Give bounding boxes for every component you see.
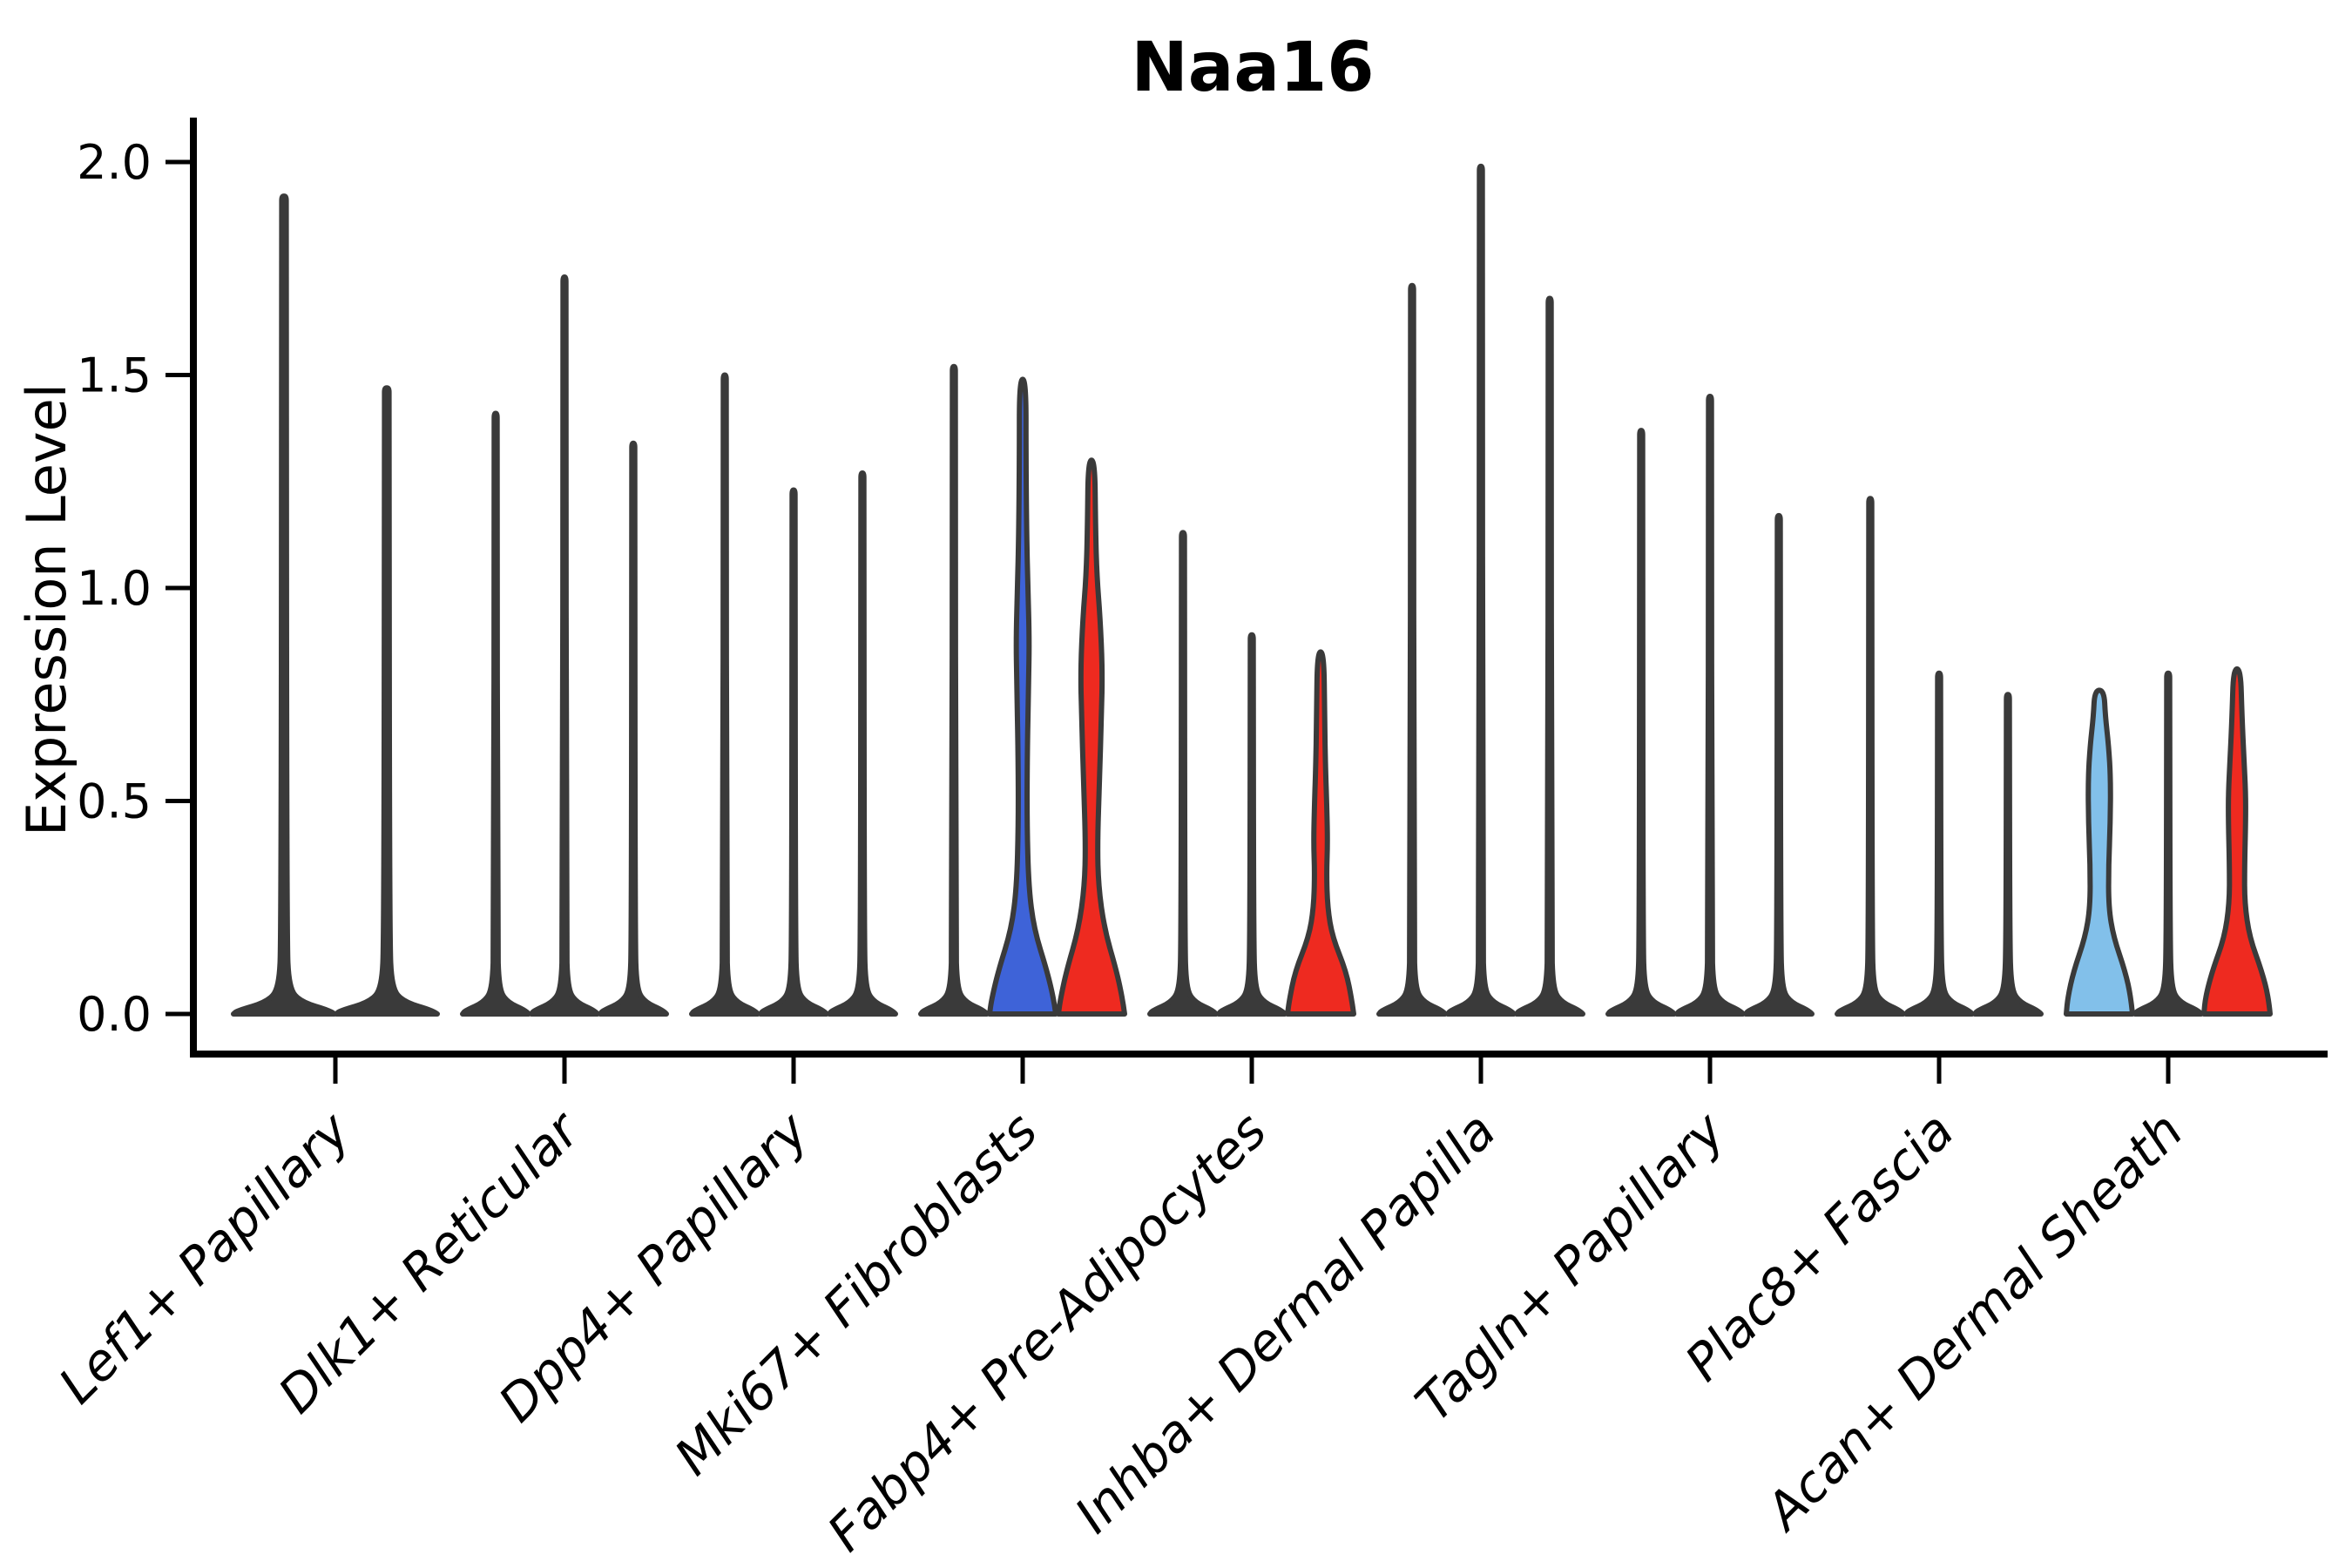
violin-8-1 [2132, 670, 2204, 1017]
x-tick-label-8: Acan+ Dermal Sheath [1752, 1101, 2194, 1544]
violin-4-1 [1216, 632, 1288, 1017]
violin-0-1 [334, 385, 440, 1017]
violin-3-0 [918, 363, 990, 1017]
violin-2-2 [827, 470, 898, 1017]
violin-6-0 [1605, 428, 1677, 1017]
y-tick-label: 1.5 [77, 348, 152, 403]
violin-7-0 [1835, 496, 1906, 1017]
violin-8-0 [2064, 687, 2135, 1017]
violin-1-2 [598, 440, 669, 1017]
violin-8-2 [2201, 666, 2273, 1017]
violin-5-0 [1376, 282, 1448, 1017]
violin-2-1 [758, 487, 829, 1017]
x-tick-label-4: Fabp4+ Pre-Adipocytes [816, 1101, 1278, 1563]
violin-7-2 [1972, 692, 2044, 1017]
violin-5-2 [1514, 295, 1585, 1017]
violin-4-2 [1285, 649, 1356, 1017]
y-axis-label: Expression Level [15, 383, 78, 836]
violin-6-1 [1674, 394, 1746, 1017]
y-tick-label: 1.0 [77, 561, 152, 616]
x-tick-label-5: Inhba+ Dermal Papilla [1064, 1101, 1507, 1544]
violin-0-0 [231, 193, 337, 1017]
violin-3-1 [987, 376, 1058, 1017]
violin-2-0 [689, 372, 760, 1017]
y-tick-label: 0.5 [77, 774, 152, 829]
violin-7-1 [1903, 670, 1975, 1017]
violin-3-2 [1056, 457, 1127, 1017]
violin-4-0 [1147, 530, 1219, 1017]
y-tick-label: 0.0 [77, 987, 152, 1042]
violin-5-1 [1445, 163, 1517, 1017]
chart-title: Naa16 [1131, 29, 1374, 107]
violin-1-1 [529, 274, 600, 1017]
y-tick-label: 2.0 [77, 135, 152, 190]
violin-1-0 [460, 410, 531, 1017]
violin-6-2 [1743, 512, 1815, 1017]
